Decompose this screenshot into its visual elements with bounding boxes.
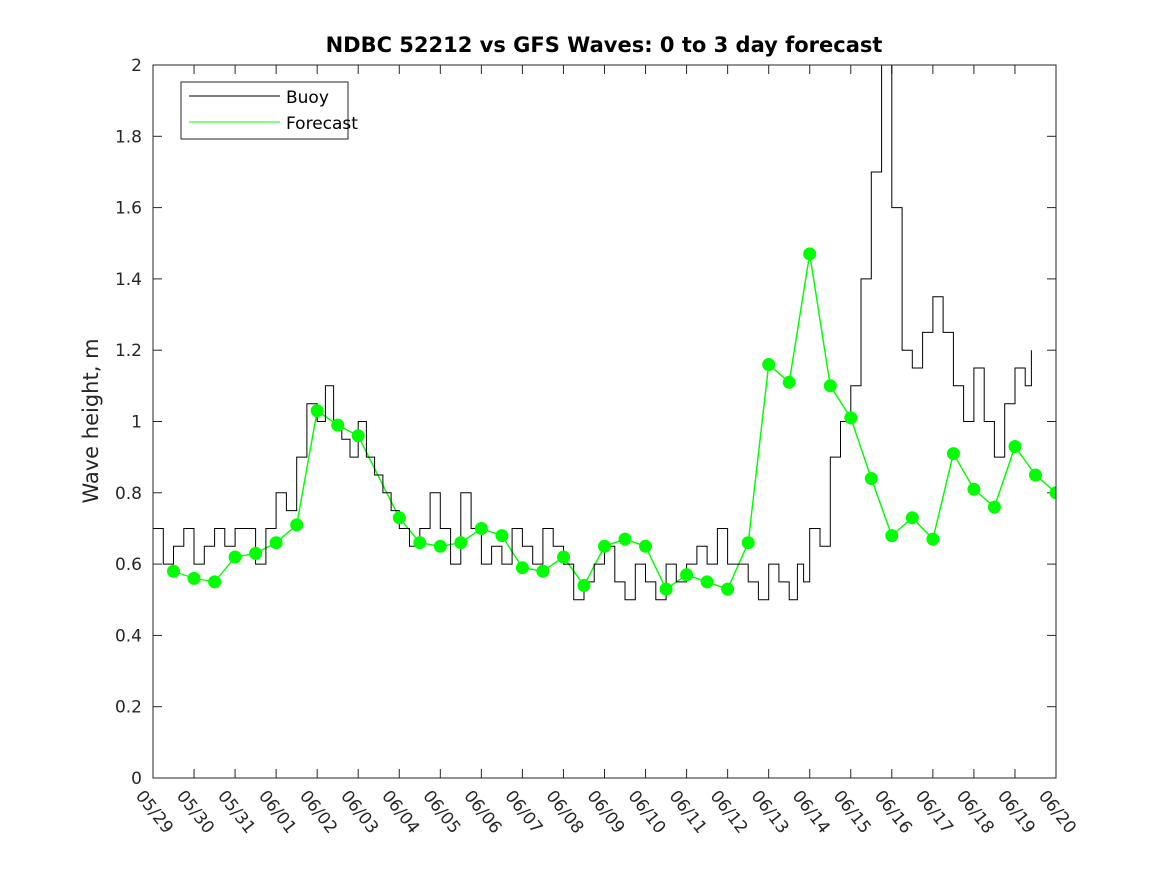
x-tick-label: 06/18: [952, 787, 998, 838]
buoy-series: [153, 65, 1032, 601]
x-tick-label: 05/29: [131, 787, 177, 838]
forecast-markers: [167, 247, 1056, 596]
forecast-marker: [987, 500, 1001, 514]
x-tick-label: 05/30: [172, 787, 218, 838]
y-tick-label: 0.4: [115, 626, 142, 646]
y-tick-label: 0.8: [115, 484, 142, 504]
forecast-marker: [618, 532, 632, 546]
x-tick-label: 06/05: [418, 787, 464, 838]
forecast-marker: [454, 536, 468, 550]
forecast-marker: [413, 536, 427, 550]
forecast-marker: [946, 447, 960, 461]
x-tick-label: 06/19: [993, 787, 1039, 838]
forecast-marker: [228, 550, 242, 564]
y-tick-label: 1.2: [115, 341, 142, 361]
forecast-marker: [803, 247, 817, 261]
forecast-marker: [1029, 468, 1042, 482]
chart-title: NDBC 52212 vs GFS Waves: 0 to 3 day fore…: [326, 33, 883, 57]
forecast-marker: [167, 564, 180, 578]
x-tick-label: 06/20: [1034, 787, 1080, 838]
forecast-marker: [639, 539, 652, 553]
forecast-marker: [474, 522, 488, 535]
x-tick-label: 06/11: [665, 787, 711, 838]
forecast-marker: [782, 375, 796, 389]
forecast-marker: [1008, 440, 1022, 453]
forecast-marker: [926, 532, 940, 546]
forecast-marker: [433, 539, 447, 553]
forecast-marker: [536, 564, 550, 578]
legend-buoy-label: Buoy: [286, 88, 329, 108]
x-tick-label: 06/14: [788, 787, 834, 838]
forecast-marker: [864, 472, 878, 485]
plot-background: [153, 65, 1056, 778]
forecast-marker: [967, 482, 981, 496]
legend: Buoy Forecast: [180, 81, 358, 140]
forecast-marker: [515, 561, 529, 575]
forecast-marker: [721, 582, 735, 596]
y-tick-label: 0.6: [115, 555, 142, 575]
x-tick-label: 06/04: [377, 787, 423, 838]
y-tick-label: 0: [131, 769, 142, 789]
forecast-marker: [700, 575, 714, 589]
forecast-marker: [741, 536, 755, 550]
y-tick-labels: 0 0.2 0.4 0.6 0.8 1 1.2 1.4 1.6 1.8 2: [115, 56, 142, 789]
forecast-marker: [659, 582, 673, 596]
forecast-marker: [208, 575, 222, 589]
x-tick-label: 06/17: [911, 787, 957, 838]
forecast-marker: [762, 358, 776, 371]
forecast-marker: [310, 404, 324, 418]
x-tick-label: 06/03: [336, 787, 382, 838]
x-tick-label: 06/08: [542, 787, 588, 838]
forecast-marker: [557, 550, 570, 564]
x-tick-label: 06/12: [706, 787, 752, 838]
y-tick-label: 1.6: [115, 199, 142, 219]
y-tick-label: 1.4: [115, 270, 142, 290]
forecast-marker: [680, 568, 694, 582]
forecast-marker: [885, 529, 899, 543]
x-tick-label: 06/06: [459, 787, 505, 838]
y-tick-label: 0.2: [115, 698, 142, 718]
y-axis-label: Wave height, m: [79, 338, 103, 503]
x-tick-label: 06/16: [870, 787, 916, 838]
y-tick-label: 1.8: [115, 127, 142, 147]
forecast-marker: [269, 536, 283, 550]
x-tick-label: 05/31: [213, 787, 259, 838]
forecast-marker: [905, 511, 919, 525]
legend-box: [180, 81, 349, 140]
plot-area: [153, 65, 1056, 601]
x-tick-label: 06/07: [500, 787, 546, 838]
forecast-marker: [1049, 486, 1056, 500]
buoy-line: [153, 65, 1032, 601]
x-tick-labels: 05/2905/3005/3106/0106/0206/0306/0406/05…: [131, 787, 1080, 838]
forecast-marker: [598, 539, 611, 553]
forecast-marker: [249, 546, 263, 560]
forecast-marker: [823, 379, 837, 393]
x-tick-label: 06/15: [829, 787, 875, 838]
y-tick-label: 2: [131, 56, 142, 76]
x-tick-label: 06/13: [747, 787, 793, 838]
forecast-marker: [844, 411, 858, 425]
forecast-marker: [290, 518, 304, 532]
x-tick-label: 06/10: [624, 787, 670, 838]
forecast-marker: [331, 418, 345, 432]
x-tick-label: 06/02: [295, 787, 341, 838]
legend-forecast-label: Forecast: [286, 114, 358, 134]
forecast-marker: [392, 511, 406, 525]
forecast-marker: [495, 529, 509, 543]
forecast-marker: [351, 429, 365, 443]
axes-box: [152, 64, 1057, 779]
x-tick-label: 06/09: [583, 787, 629, 838]
y-tick-label: 1: [131, 413, 142, 433]
x-tick-label: 06/01: [254, 787, 300, 838]
forecast-marker: [187, 571, 201, 585]
forecast-marker: [577, 579, 591, 592]
